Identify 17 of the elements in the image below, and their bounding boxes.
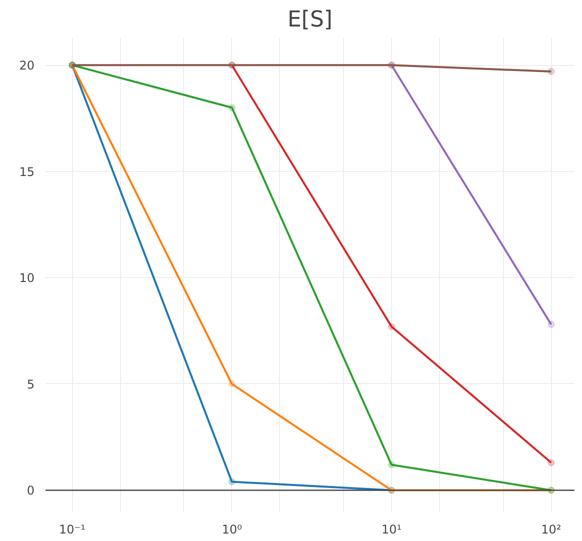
point [548, 68, 555, 76]
point [228, 104, 236, 112]
y-tick-label: 20 [19, 58, 35, 73]
chart-title: E[S] [287, 8, 333, 32]
x-tick-label: 10¹ [381, 522, 402, 536]
y-tick-label: 15 [19, 164, 35, 179]
x-tick-label: 10⁰ [222, 522, 242, 536]
x-tick-label: 10⁻¹ [59, 522, 86, 536]
point [548, 459, 555, 466]
point [228, 478, 236, 486]
y-tick-label: 5 [26, 377, 35, 392]
point [548, 320, 555, 328]
x-tick-label: 10² [541, 522, 562, 536]
y-tick-label: 0 [26, 484, 35, 498]
point [388, 323, 396, 330]
y-tick-label: 10 [19, 271, 35, 286]
point [388, 461, 396, 468]
